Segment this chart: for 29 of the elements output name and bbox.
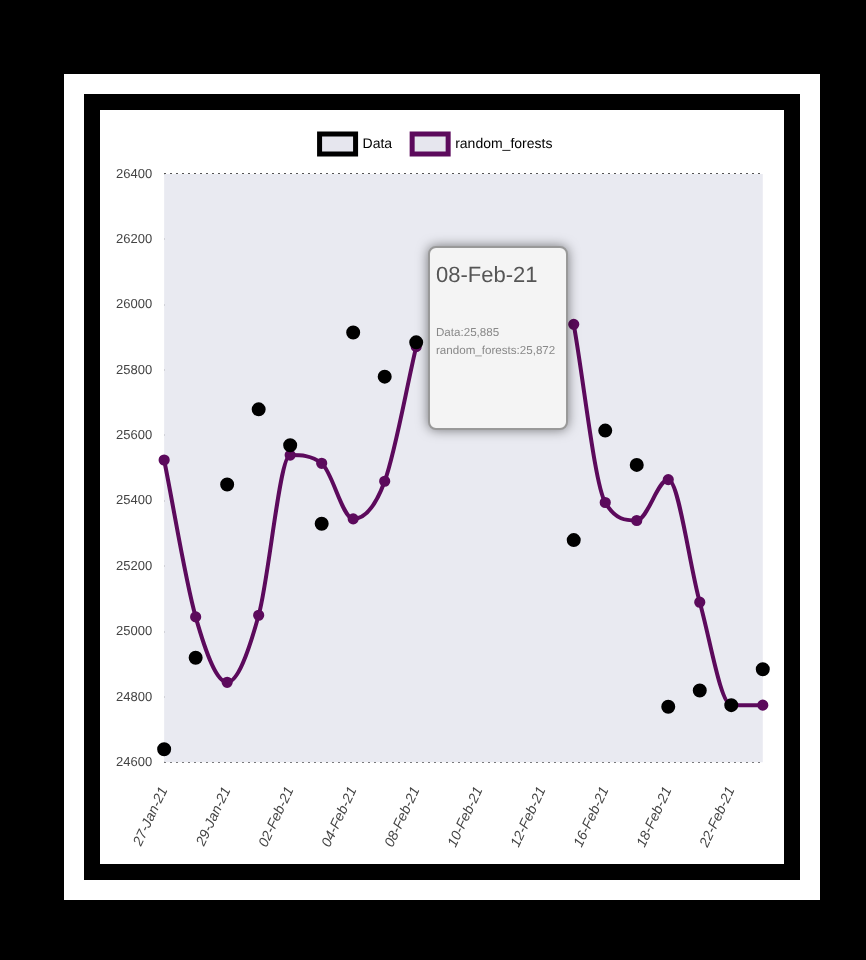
point [757, 699, 769, 711]
point [221, 676, 233, 688]
point [662, 474, 674, 486]
point [377, 369, 392, 384]
point [190, 611, 202, 623]
point [692, 683, 707, 698]
point [314, 516, 329, 531]
point [220, 477, 235, 492]
point [347, 513, 359, 525]
point [661, 699, 676, 714]
point [157, 742, 172, 757]
point [253, 609, 265, 621]
point [379, 475, 391, 487]
point [316, 457, 328, 469]
point [568, 318, 580, 330]
point [158, 454, 170, 466]
point [409, 335, 424, 350]
point [598, 423, 613, 438]
point [629, 457, 644, 472]
point [346, 325, 361, 340]
point [283, 438, 298, 453]
annotation: 08-Feb-21 [436, 264, 540, 290]
point [599, 496, 611, 509]
point [631, 514, 643, 527]
point [188, 650, 203, 665]
point [251, 402, 266, 417]
point [566, 533, 581, 548]
point [755, 662, 770, 677]
point [694, 596, 706, 608]
